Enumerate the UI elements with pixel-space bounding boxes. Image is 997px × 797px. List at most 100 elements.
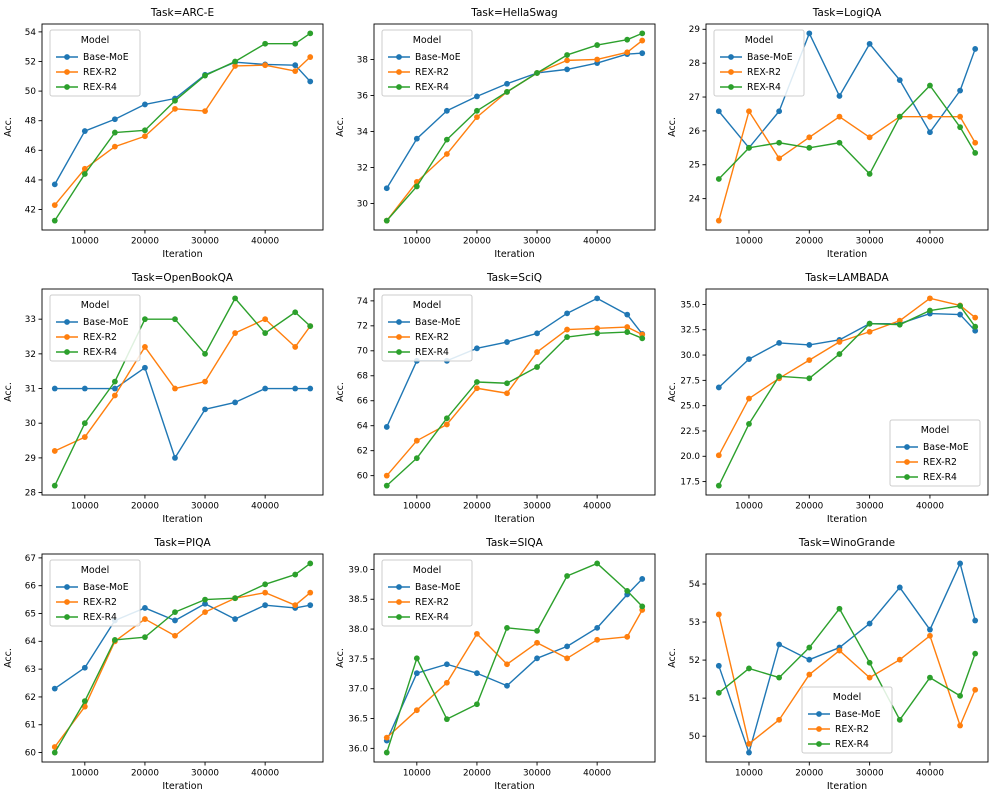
svg-text:Task=LogiQA: Task=LogiQA xyxy=(812,7,882,19)
svg-text:60: 60 xyxy=(357,472,369,482)
svg-text:66: 66 xyxy=(25,582,37,592)
svg-text:40000: 40000 xyxy=(916,237,944,247)
svg-text:Acc.: Acc. xyxy=(667,648,678,668)
svg-text:Base-MoE: Base-MoE xyxy=(923,442,969,453)
svg-text:REX-R4: REX-R4 xyxy=(83,82,117,93)
svg-text:Model: Model xyxy=(81,565,110,576)
svg-text:32: 32 xyxy=(357,163,368,173)
svg-text:Iteration: Iteration xyxy=(494,249,534,260)
svg-text:REX-R2: REX-R2 xyxy=(83,67,117,78)
svg-text:28: 28 xyxy=(25,488,36,498)
svg-text:30000: 30000 xyxy=(523,769,551,779)
svg-text:38: 38 xyxy=(357,55,368,65)
svg-text:Task=SciQ: Task=SciQ xyxy=(486,272,542,284)
svg-text:Task=SIQA: Task=SIQA xyxy=(485,537,543,549)
chart-task-arc-e: Task=ARC-E 42 44 46 48 50 52 54 10000 20000 30000 4… xyxy=(0,0,332,265)
svg-text:60: 60 xyxy=(25,748,37,758)
svg-text:Model: Model xyxy=(413,35,442,46)
chart-task-hellaswag: Task=HellaSwag 30 32 34 36 38 10000 20000 30000 4… xyxy=(332,0,664,265)
svg-text:Base-MoE: Base-MoE xyxy=(747,52,793,63)
svg-text:30.0: 30.0 xyxy=(680,351,700,361)
svg-text:30000: 30000 xyxy=(856,502,884,512)
svg-text:Iteration: Iteration xyxy=(162,781,202,792)
svg-text:30000: 30000 xyxy=(856,237,884,247)
svg-text:30000: 30000 xyxy=(191,769,219,779)
svg-text:REX-R2: REX-R2 xyxy=(747,67,781,78)
svg-text:REX-R4: REX-R4 xyxy=(415,612,449,623)
svg-text:Acc.: Acc. xyxy=(335,648,346,668)
svg-text:20000: 20000 xyxy=(131,502,159,512)
svg-text:52: 52 xyxy=(689,656,700,666)
svg-text:20.0: 20.0 xyxy=(680,452,700,462)
chart-task-sciq: Task=SciQ 60 62 64 66 68 70 72 74 10000 20000 30000… xyxy=(332,265,664,530)
svg-text:25: 25 xyxy=(689,161,700,171)
chart-task-lambada-svg: Task=LAMBADA 17.5 20.0 22.5 25.0 27.5 30.0 32.5… xyxy=(664,265,997,530)
svg-text:Acc.: Acc. xyxy=(3,117,14,137)
svg-text:62: 62 xyxy=(357,447,368,457)
svg-text:62: 62 xyxy=(25,693,36,703)
svg-text:72: 72 xyxy=(357,322,368,332)
svg-text:Iteration: Iteration xyxy=(494,514,534,525)
svg-text:39.0: 39.0 xyxy=(348,565,368,575)
svg-text:31: 31 xyxy=(25,384,36,394)
svg-text:32: 32 xyxy=(25,350,36,360)
svg-text:70: 70 xyxy=(357,347,369,357)
svg-text:50: 50 xyxy=(689,732,701,742)
svg-text:REX-R2: REX-R2 xyxy=(923,457,957,468)
svg-text:40000: 40000 xyxy=(583,502,611,512)
svg-text:Acc.: Acc. xyxy=(667,117,678,137)
svg-text:Base-MoE: Base-MoE xyxy=(83,317,129,328)
svg-text:Model: Model xyxy=(81,35,110,46)
svg-text:Iteration: Iteration xyxy=(827,249,867,260)
svg-text:30: 30 xyxy=(357,199,369,209)
chart-task-piqa-svg: Task=PIQA 60 61 62 63 64 65 66 67 10000 20000 30000… xyxy=(0,530,332,797)
svg-text:40000: 40000 xyxy=(251,769,279,779)
svg-text:Model: Model xyxy=(833,692,862,703)
svg-text:17.5: 17.5 xyxy=(680,477,700,487)
svg-text:Iteration: Iteration xyxy=(494,781,534,792)
svg-text:Task=ARC-E: Task=ARC-E xyxy=(150,7,214,19)
svg-text:40000: 40000 xyxy=(251,502,279,512)
svg-text:30000: 30000 xyxy=(523,237,551,247)
svg-text:10000: 10000 xyxy=(735,769,763,779)
svg-text:Model: Model xyxy=(413,565,442,576)
svg-text:20000: 20000 xyxy=(463,237,491,247)
svg-text:26: 26 xyxy=(689,127,701,137)
svg-text:64: 64 xyxy=(25,637,37,647)
svg-text:61: 61 xyxy=(25,721,36,731)
chart-task-openbookqa-svg: Task=OpenBookQA 28 29 30 31 32 33 10000 20000 300… xyxy=(0,265,332,530)
svg-text:28: 28 xyxy=(689,59,700,69)
legend: Model Base-MoE REX-R2 REX-R4 xyxy=(381,29,473,97)
svg-text:34: 34 xyxy=(357,127,369,137)
chart-task-sciq-svg: Task=SciQ 60 62 64 66 68 70 72 74 10000 20000 30000… xyxy=(332,265,664,530)
svg-text:REX-R4: REX-R4 xyxy=(83,612,117,623)
svg-text:Acc.: Acc. xyxy=(3,648,14,668)
svg-text:REX-R2: REX-R2 xyxy=(835,724,869,735)
svg-text:Model: Model xyxy=(745,35,774,46)
svg-text:20000: 20000 xyxy=(795,237,823,247)
chart-task-piqa: Task=PIQA 60 61 62 63 64 65 66 67 10000 20000 30000… xyxy=(0,530,332,797)
legend: Model Base-MoE REX-R2 REX-R4 xyxy=(49,29,141,97)
chart-task-logiqa-svg: Task=LogiQA 24 25 26 27 28 29 10000 20000 30000 40… xyxy=(664,0,997,265)
svg-text:Task=LAMBADA: Task=LAMBADA xyxy=(804,272,889,284)
svg-text:54: 54 xyxy=(689,580,701,590)
svg-text:Task=WinoGrande: Task=WinoGrande xyxy=(798,537,895,549)
svg-text:10000: 10000 xyxy=(403,769,431,779)
svg-text:22.5: 22.5 xyxy=(680,427,700,437)
chart-task-siqa-svg: Task=SIQA 36.0 36.5 37.0 37.5 38.0 38.5 39.0 100… xyxy=(332,530,664,797)
svg-text:20000: 20000 xyxy=(463,502,491,512)
legend: Model Base-MoE REX-R2 REX-R4 xyxy=(801,686,893,754)
chart-task-winogrande: Task=WinoGrande 50 51 52 53 54 10000 20000 30000… xyxy=(664,530,997,797)
svg-text:27.5: 27.5 xyxy=(680,376,700,386)
legend: Model Base-MoE REX-R2 REX-R4 xyxy=(713,29,805,97)
svg-text:10000: 10000 xyxy=(403,237,431,247)
svg-text:51: 51 xyxy=(689,694,700,704)
svg-text:65: 65 xyxy=(25,609,36,619)
svg-text:38.0: 38.0 xyxy=(348,625,368,635)
svg-text:63: 63 xyxy=(25,665,36,675)
svg-text:Acc.: Acc. xyxy=(335,117,346,137)
svg-text:10000: 10000 xyxy=(71,769,99,779)
svg-text:37.0: 37.0 xyxy=(348,685,368,695)
svg-text:REX-R2: REX-R2 xyxy=(415,597,449,608)
svg-text:Acc.: Acc. xyxy=(3,382,14,402)
